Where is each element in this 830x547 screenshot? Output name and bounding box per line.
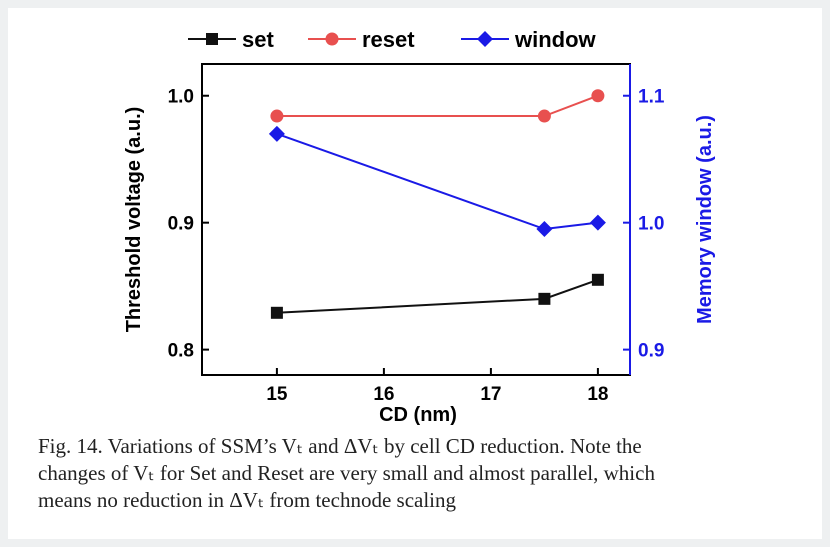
data-point-window (589, 214, 606, 231)
legend-marker-set (206, 33, 218, 45)
data-point-set (538, 292, 551, 305)
y-tick-label: 0.9 (168, 214, 194, 235)
x-tick-label: 18 (587, 384, 608, 405)
data-point-window (268, 125, 285, 142)
y-axis-label: Threshold voltage (a.u.) (123, 107, 145, 333)
legend-label-window: window (514, 27, 597, 52)
y2-tick-label: 1.1 (638, 87, 665, 108)
caption-line-3: means no reduction in ΔVₜ from technode … (38, 488, 457, 512)
legend-label-reset: reset (362, 27, 415, 52)
legend-label-set: set (242, 27, 274, 52)
y-tick-label: 0.8 (168, 341, 194, 362)
caption-line-1: Fig. 14. Variations of SSM’s Vₜ and ΔVₜ … (38, 434, 642, 458)
legend-marker-window (477, 31, 493, 47)
x-tick-label: 17 (480, 384, 501, 405)
y2-tick-label: 0.9 (638, 341, 664, 362)
legend-marker-reset (325, 32, 339, 46)
data-point-window (536, 221, 553, 238)
plot-frame (201, 63, 631, 376)
y2-tick-label: 1.0 (638, 214, 664, 235)
figure-caption: Fig. 14. Variations of SSM’s Vₜ and ΔVₜ … (38, 433, 818, 514)
data-point-reset (270, 109, 284, 123)
data-point-reset (591, 89, 605, 103)
series-layer (268, 89, 606, 319)
x-tick-label: 16 (373, 384, 394, 405)
legend: set reset window (188, 27, 597, 52)
x-tick-label: 15 (266, 384, 288, 405)
data-point-reset (537, 109, 551, 123)
series-line-window (276, 132, 599, 231)
y-tick-label: 1.0 (168, 87, 194, 108)
axis-ticks: 15 16 17 18 0.8 0.9 1.0 0.9 1.0 1.1 (168, 64, 665, 405)
caption-line-2: changes of Vₜ for Set and Reset are very… (38, 461, 655, 485)
data-point-set (270, 306, 283, 319)
x-axis-label: CD (nm) (379, 404, 457, 426)
y2-axis-label: Memory window (a.u.) (694, 115, 716, 324)
figure: set reset window 15 16 17 18 0.8 0.9 1.0 0.9 1.0 1.… (8, 8, 822, 539)
chart: set reset window 15 16 17 18 0.8 0.9 1.0 0.9 1.0 1.… (123, 27, 716, 426)
data-point-set (591, 273, 604, 286)
